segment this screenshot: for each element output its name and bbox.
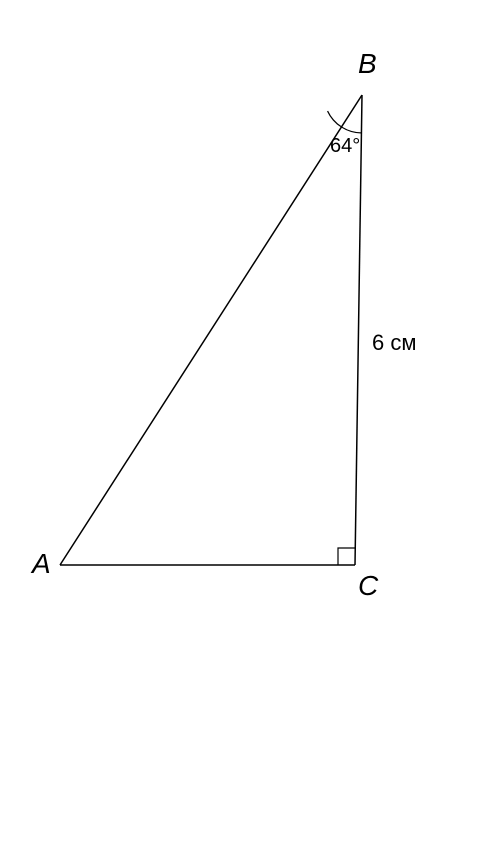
side-bc — [355, 95, 362, 565]
triangle-svg — [0, 0, 500, 844]
right-angle-marker — [338, 548, 355, 565]
vertex-label-b: B — [358, 48, 377, 80]
side-length-label: 6 см — [372, 330, 416, 356]
triangle-diagram: A B C 64° 6 см — [0, 0, 500, 844]
angle-value-label: 64° — [330, 135, 360, 158]
vertex-label-c: C — [358, 570, 378, 602]
side-ab — [60, 95, 362, 565]
vertex-label-a: A — [32, 548, 51, 580]
